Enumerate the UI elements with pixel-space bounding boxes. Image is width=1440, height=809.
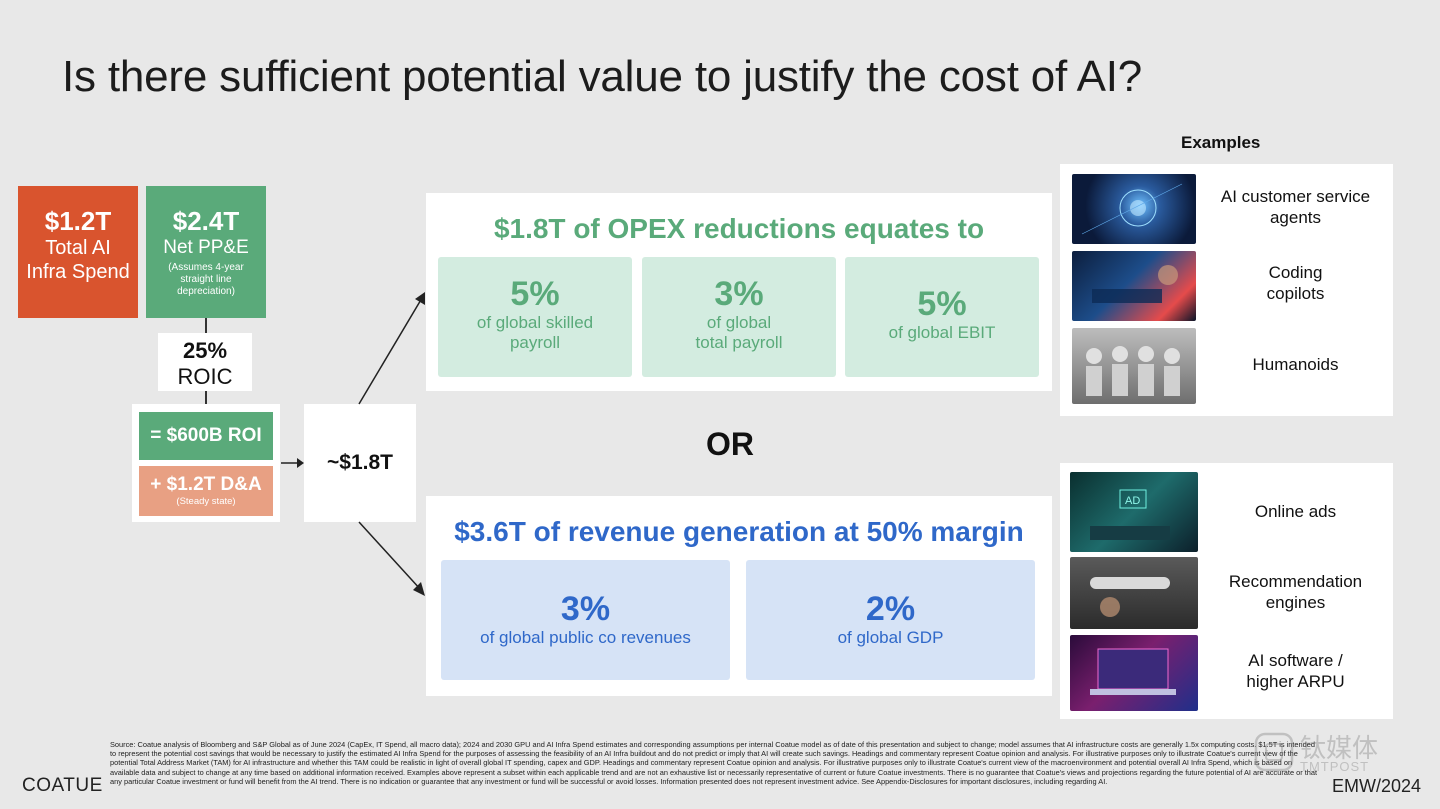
opex-item-value: 3% (714, 275, 764, 313)
infra-spend-value: $1.2T (44, 206, 112, 236)
opex-item-skilled-payroll: 5% of global skilled payroll (438, 257, 632, 377)
example-ai-software: AI software / higher ARPU (1060, 633, 1393, 719)
roi-da-container: = $600B ROI + $1.2T D&A (Steady state) (132, 404, 280, 522)
example-line1: Recommendation (1228, 572, 1363, 591)
da-label: + $1.2T D&A (150, 474, 262, 495)
laptop-coding-icon (1072, 251, 1196, 321)
arrow-to-total (281, 458, 304, 468)
roi-box: = $600B ROI (139, 412, 273, 460)
connector-roic-roi (205, 391, 207, 405)
roic-value: 25% (182, 338, 228, 363)
watermark-logo-icon (1254, 732, 1294, 772)
net-ppe-label: Net PP&E (163, 237, 249, 258)
ad-laptop-icon: AD (1070, 472, 1198, 552)
watermark-en: TMTPOST (1300, 759, 1370, 774)
net-ppe-value: $2.4T (172, 206, 240, 236)
arrow-to-opex (358, 292, 425, 405)
opex-item-total-payroll: 3% of global total payroll (642, 257, 836, 377)
examples-top-panel: AI customer service agents Coding copilo… (1060, 164, 1393, 416)
arrow-to-revenue (358, 521, 425, 596)
example-line1: AI software / (1248, 651, 1343, 670)
revenue-item-label: of global GDP (837, 628, 944, 647)
search-hand-icon (1070, 557, 1198, 629)
example-recommendation-engines: Recommendation engines (1060, 549, 1393, 633)
net-ppe-note: (Assumes 4-year straight line depreciati… (168, 262, 244, 297)
revenue-item-gdp: 2% of global GDP (746, 560, 1035, 680)
opex-item-value: 5% (917, 285, 967, 323)
example-line1: AI customer service (1220, 187, 1371, 206)
example-online-ads: AD Online ads (1060, 463, 1393, 552)
example-customer-service: AI customer service agents (1060, 164, 1393, 248)
revenue-item-public-co: 3% of global public co revenues (441, 560, 730, 680)
event-label: EMW/2024 (1332, 776, 1422, 796)
examples-heading: Examples (1181, 133, 1261, 152)
revenue-item-value: 3% (560, 590, 611, 628)
example-line1: Coding (1268, 263, 1323, 282)
total-label: ~$1.8T (327, 451, 393, 474)
opex-card: $1.8T of OPEX reductions equates to 5% o… (426, 193, 1052, 391)
or-label: OR (706, 426, 754, 462)
net-ppe-box: $2.4T Net PP&E (Assumes 4-year straight … (146, 186, 266, 318)
revenue-heading: $3.6T of revenue generation at 50% margi… (454, 516, 1024, 547)
svg-text:AD: AD (1125, 495, 1140, 507)
example-line2: agents (1269, 208, 1322, 227)
roi-label: = $600B ROI (150, 425, 262, 446)
infra-spend-line1: Total AI (45, 237, 111, 259)
brand-logo: COATUE (22, 775, 103, 796)
laptop-neon-icon (1070, 635, 1198, 711)
robot-head-icon (1072, 174, 1196, 244)
opex-item-line2: total payroll (695, 333, 783, 352)
roic-label: ROIC (177, 364, 233, 389)
total-box: ~$1.8T (304, 404, 416, 522)
example-line2: copilots (1266, 284, 1325, 303)
connector-ppe-roic (205, 318, 207, 334)
da-note: (Steady state) (176, 496, 236, 507)
example-line2: engines (1265, 593, 1326, 612)
opex-item-line1: of global EBIT (888, 323, 996, 342)
revenue-item-label: of global public co revenues (480, 628, 691, 647)
opex-item-line1: of global skilled (476, 313, 594, 332)
humanoid-robots-icon (1072, 328, 1196, 404)
footer-source: Source: Coatue analysis of Bloomberg and… (110, 740, 1318, 786)
infra-spend-line2: Infra Spend (26, 261, 130, 283)
example-coding-copilots: Coding copilots (1060, 248, 1393, 328)
opex-item-value: 5% (510, 275, 560, 313)
roic-box: 25% ROIC (158, 333, 252, 391)
opex-item-line2: payroll (509, 333, 561, 352)
watermark-cn: 钛媒体 (1300, 733, 1379, 763)
da-box: + $1.2T D&A (Steady state) (139, 466, 273, 516)
example-line1: Online ads (1254, 502, 1337, 521)
opex-item-line1: of global (706, 313, 772, 332)
revenue-item-value: 2% (865, 590, 916, 628)
page-title: Is there sufficient potential value to j… (62, 52, 1143, 101)
example-line1: Humanoids (1252, 355, 1339, 374)
example-line2: higher ARPU (1246, 672, 1345, 691)
opex-item-ebit: 5% of global EBIT (845, 257, 1039, 377)
opex-heading: $1.8T of OPEX reductions equates to (493, 213, 985, 244)
examples-bottom-panel: AD Online ads Recommendation engines AI … (1060, 463, 1393, 719)
example-humanoids: Humanoids (1060, 328, 1393, 412)
revenue-card: $3.6T of revenue generation at 50% margi… (426, 496, 1052, 696)
infra-spend-box: $1.2T Total AI Infra Spend (18, 186, 138, 318)
